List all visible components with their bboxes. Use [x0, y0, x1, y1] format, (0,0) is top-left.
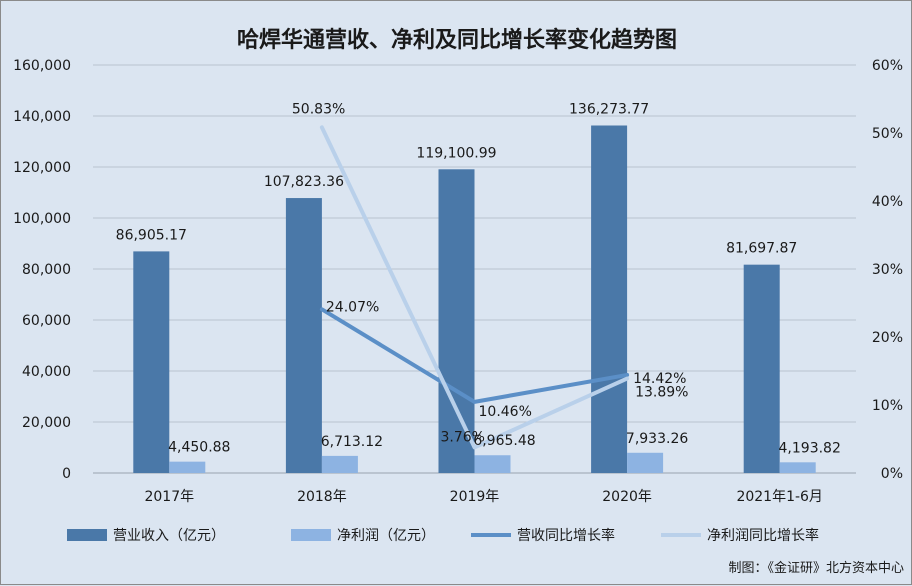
- bar-data-label: 6,713.12: [321, 434, 383, 450]
- data-labels: 86,905.17 107,823.36 119,100.99 136,273.77 8…: [116, 101, 841, 456]
- line-data-label: 10.46%: [479, 404, 532, 420]
- profit-growth-line: [319, 125, 630, 450]
- legend-label: 营收同比增长率: [517, 527, 615, 544]
- x-tick-label: 2017年: [144, 489, 194, 505]
- y-right-tick-label: 30%: [872, 262, 903, 278]
- chart-title: 哈焊华通营收、净利及同比增长率变化趋势图: [237, 27, 677, 53]
- y-left-tick-label: 160,000: [13, 58, 71, 74]
- line-data-label: 24.07%: [326, 299, 379, 315]
- legend-swatch: [67, 529, 107, 541]
- x-axis: 2017年 2018年 2019年 2020年 2021年1-6月: [93, 472, 856, 505]
- x-tick-label: 2019年: [450, 489, 500, 505]
- y-right-tick-label: 40%: [872, 194, 903, 210]
- line-data-label: 3.76%: [441, 429, 485, 445]
- legend-label: 营业收入（亿元）: [113, 528, 225, 544]
- bar-revenue: [285, 198, 322, 474]
- bar-revenue: [133, 251, 170, 473]
- x-tick-label: 2020年: [602, 489, 652, 505]
- bars: [133, 125, 816, 474]
- y-left-tick-label: 100,000: [13, 211, 71, 227]
- legend-swatch: [291, 529, 331, 541]
- revenue-growth-line: [319, 307, 630, 404]
- x-tick-label: 2021年1-6月: [736, 489, 823, 505]
- bar-net-profit: [321, 455, 358, 473]
- line-data-label: 13.89%: [635, 385, 688, 401]
- bar-data-label: 6,965.48: [473, 433, 535, 449]
- line-data-label: 50.83%: [292, 101, 345, 117]
- y-right-tick-label: 50%: [872, 126, 903, 142]
- bar-data-label: 86,905.17: [116, 227, 187, 243]
- bar-net-profit: [779, 462, 816, 473]
- bar-revenue: [743, 264, 780, 473]
- bar-data-label: 81,697.87: [726, 241, 797, 257]
- y-right-tick-label: 60%: [872, 58, 903, 74]
- y-right-tick-label: 20%: [872, 330, 903, 346]
- lines: [319, 125, 630, 450]
- bar-data-label: 7,933.26: [626, 431, 688, 447]
- left-axis: 0 20,000 40,000 60,000 80,000 100,000 120,000 1…: [13, 58, 71, 482]
- bar-data-label: 136,273.77: [569, 102, 649, 118]
- y-left-tick-label: 20,000: [22, 415, 71, 431]
- bar-net-profit: [627, 452, 664, 473]
- legend-label: 净利润（亿元）: [337, 528, 435, 544]
- bar-data-label: 107,823.36: [264, 174, 344, 190]
- bar-net-profit: [474, 455, 511, 473]
- y-left-tick-label: 40,000: [22, 364, 71, 380]
- y-left-tick-label: 140,000: [13, 109, 71, 125]
- source-note: 制图：《金证研》北方资本中心: [728, 560, 904, 576]
- bar-data-label: 4,450.88: [168, 440, 230, 456]
- y-right-tick-label: 0%: [881, 466, 903, 482]
- legend-label: 净利润同比增长率: [707, 527, 819, 544]
- bar-data-label: 4,193.82: [779, 440, 841, 456]
- y-left-tick-label: 80,000: [22, 262, 71, 278]
- legend: 营业收入（亿元） 净利润（亿元） 营收同比增长率 净利润同比增长率: [67, 527, 819, 544]
- bar-revenue: [438, 169, 475, 473]
- right-axis: 0% 10% 20% 30% 40% 50% 60%: [872, 58, 903, 482]
- bar-revenue: [591, 125, 628, 473]
- y-right-tick-label: 10%: [872, 398, 903, 414]
- x-tick-label: 2018年: [297, 489, 347, 505]
- y-left-tick-label: 60,000: [22, 313, 71, 329]
- line-data-label: 14.42%: [633, 371, 686, 387]
- bar-data-label: 119,100.99: [416, 145, 496, 161]
- y-left-tick-label: 0: [62, 466, 71, 482]
- y-left-tick-label: 120,000: [13, 160, 71, 176]
- bar-net-profit: [169, 461, 206, 473]
